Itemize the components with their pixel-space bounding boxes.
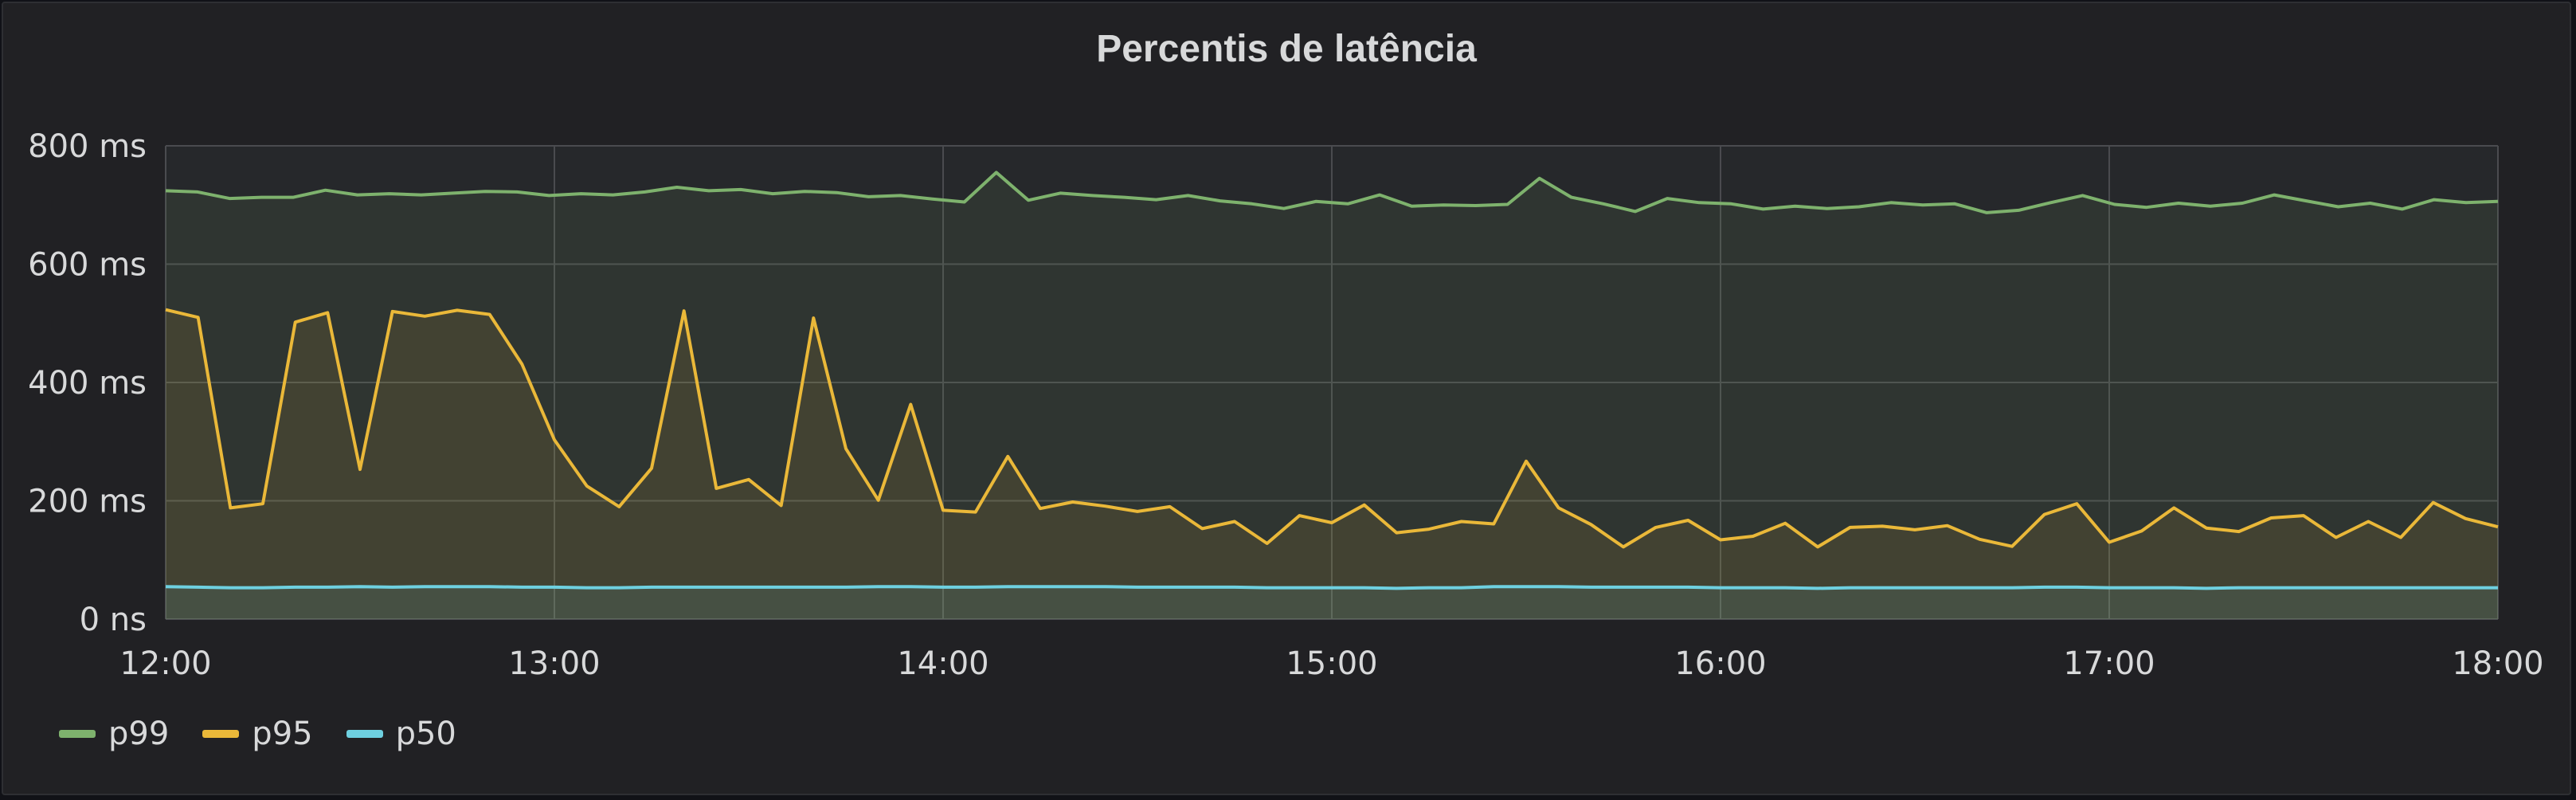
legend-swatch: [202, 730, 240, 738]
legend-label: p95: [252, 716, 313, 752]
series-fills: [166, 172, 2498, 619]
x-tick-label: 17:00: [2063, 645, 2155, 682]
x-tick-label: 15:00: [1286, 645, 1377, 682]
x-tick-label: 14:00: [897, 645, 989, 682]
series-line-p95[interactable]: [165, 308, 2499, 549]
x-axis-ticks: 12:00 13:00 14:00 15:00 16:00 17:00 18:00: [119, 645, 2543, 682]
y-tick-label: 600 ms: [28, 247, 147, 284]
x-tick-label: 13:00: [508, 645, 600, 682]
y-tick-label: 0 ns: [80, 602, 147, 638]
series-lines: [165, 171, 2499, 590]
legend: p99 p95 p50: [59, 716, 490, 752]
y-tick-label: 200 ms: [28, 484, 147, 520]
legend-swatch: [59, 730, 96, 738]
legend-label: p99: [108, 716, 170, 752]
series-area-p95: [166, 309, 2498, 619]
legend-swatch: [346, 730, 383, 738]
series-line-p50[interactable]: [165, 585, 2498, 590]
legend-label: p50: [395, 716, 456, 752]
legend-item-p50[interactable]: p50: [346, 716, 456, 752]
series-area-p50: [166, 586, 2498, 619]
y-tick-label: 400 ms: [28, 365, 147, 402]
legend-item-p95[interactable]: p95: [202, 716, 313, 752]
x-tick-label: 16:00: [1674, 645, 1766, 682]
x-tick-label: 12:00: [119, 645, 211, 682]
grid-lines: [165, 145, 2499, 620]
panel-title[interactable]: Percentis de latência: [1096, 28, 1477, 70]
y-tick-label: 800 ms: [28, 128, 147, 165]
series-area-p99: [166, 172, 2498, 619]
legend-item-p99[interactable]: p99: [59, 716, 169, 752]
y-axis-ticks: 0 ns 200 ms 400 ms 600 ms 800 ms: [28, 128, 147, 638]
x-tick-label: 18:00: [2452, 645, 2543, 682]
series-line-p99[interactable]: [165, 171, 2499, 214]
